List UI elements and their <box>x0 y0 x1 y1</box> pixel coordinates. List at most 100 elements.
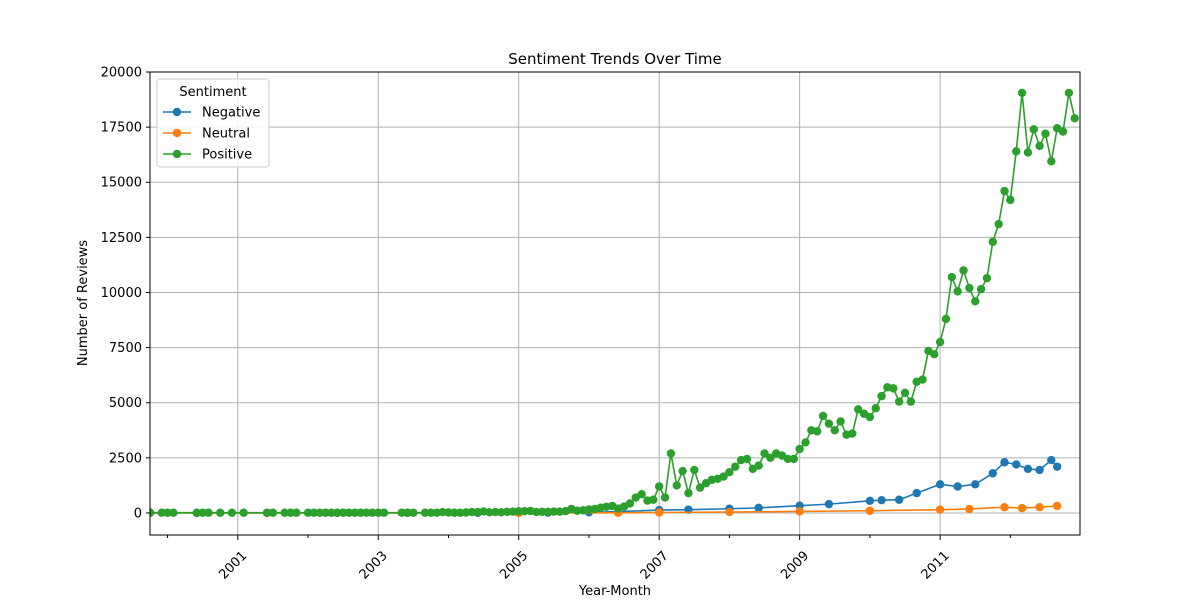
data-point <box>719 472 728 481</box>
data-point <box>889 384 898 393</box>
data-point <box>971 297 980 306</box>
data-point <box>338 508 348 517</box>
data-point <box>280 508 289 517</box>
data-point <box>192 508 202 517</box>
data-point <box>695 483 705 492</box>
data-point <box>350 508 360 517</box>
data-point <box>362 508 371 517</box>
data-point <box>397 508 406 517</box>
data-point <box>1023 148 1033 157</box>
x-tick-label: 2001 <box>216 549 250 583</box>
data-point <box>731 462 740 471</box>
data-point <box>982 273 992 283</box>
y-tick-label: 17500 <box>101 121 142 136</box>
data-point <box>333 508 342 517</box>
data-point <box>988 469 997 478</box>
data-point <box>865 412 875 422</box>
data-point <box>1047 455 1056 465</box>
data-point <box>321 508 330 517</box>
legend-marker-positive <box>172 149 182 159</box>
data-point <box>467 507 477 517</box>
data-point <box>865 496 875 506</box>
data-point <box>818 411 828 421</box>
data-point <box>725 507 734 517</box>
data-point <box>268 508 278 517</box>
data-point <box>959 266 968 275</box>
data-point <box>760 449 769 458</box>
data-point <box>953 482 962 491</box>
y-tick-label: 0 <box>134 506 142 521</box>
data-point <box>198 508 207 517</box>
data-point <box>801 438 810 447</box>
data-point <box>1012 460 1021 469</box>
data-point <box>514 506 523 516</box>
y-tick-label: 5000 <box>109 396 142 411</box>
legend-label-positive: Positive <box>202 148 252 163</box>
data-point <box>871 404 880 413</box>
data-point <box>169 508 178 517</box>
data-point <box>262 508 272 517</box>
data-point <box>666 449 676 458</box>
data-point <box>1035 465 1044 475</box>
data-point <box>368 508 377 517</box>
data-point <box>918 375 927 384</box>
data-point <box>649 495 658 504</box>
data-point <box>1000 503 1009 512</box>
data-point <box>309 508 319 517</box>
data-point <box>824 499 834 509</box>
data-point <box>754 503 763 513</box>
data-point <box>327 508 336 517</box>
data-point <box>971 480 980 489</box>
data-point <box>379 508 389 517</box>
data-point <box>1052 501 1062 511</box>
data-point <box>953 287 962 296</box>
data-point <box>1047 157 1056 166</box>
x-tick-label: 2005 <box>497 549 531 583</box>
data-point <box>994 219 1003 229</box>
legend-entries: Negative Neutral Positive <box>163 106 260 163</box>
data-point <box>163 508 172 517</box>
data-point <box>216 508 225 517</box>
legend-label-neutral: Neutral <box>202 127 250 142</box>
y-tick-label: 7500 <box>109 341 142 356</box>
data-point <box>292 508 301 517</box>
data-point <box>1035 503 1044 512</box>
data-point <box>900 388 910 397</box>
x-tick-label: 2009 <box>778 549 812 583</box>
data-point <box>303 508 313 517</box>
data-point <box>344 508 354 517</box>
data-point <box>789 454 798 464</box>
data-point <box>678 466 687 476</box>
data-point <box>426 508 436 517</box>
data-point <box>549 507 559 516</box>
data-point <box>912 488 921 498</box>
data-point <box>947 272 957 282</box>
data-point <box>654 482 664 491</box>
data-point <box>877 495 886 505</box>
data-point <box>976 284 986 294</box>
data-point <box>150 508 155 517</box>
data-point <box>935 505 945 514</box>
legend-marker-neutral <box>172 128 182 138</box>
data-point <box>286 508 295 517</box>
x-tick-label: 2007 <box>638 549 672 583</box>
y-tick-label: 15000 <box>101 176 142 191</box>
data-point <box>1070 114 1079 123</box>
chart-title: Sentiment Trends Over Time <box>508 50 722 68</box>
data-point <box>239 508 248 517</box>
data-point <box>672 481 681 490</box>
data-point <box>1023 464 1033 474</box>
data-point <box>637 490 646 499</box>
data-point <box>836 417 845 426</box>
data-point <box>1000 458 1009 467</box>
data-point <box>1041 129 1050 138</box>
legend-label-negative: Negative <box>202 106 260 121</box>
data-point <box>157 508 166 517</box>
data-point <box>783 454 793 464</box>
data-point <box>420 508 430 517</box>
series-positive <box>150 88 1079 517</box>
series-line-positive <box>150 92 1076 514</box>
y-tick-label: 10000 <box>101 286 142 301</box>
x-tick-label: 2011 <box>919 549 953 583</box>
